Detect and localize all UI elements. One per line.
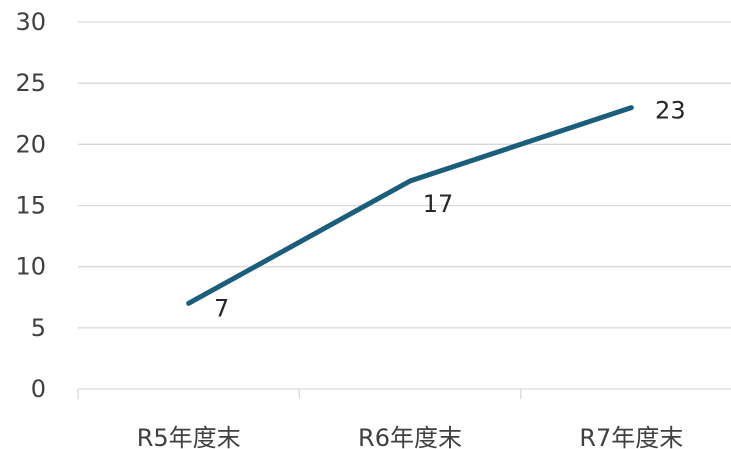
series-line [186, 105, 634, 306]
y-tick-label: 20 [15, 130, 46, 158]
y-tick-label: 10 [15, 253, 46, 281]
y-tick-label: 30 [15, 8, 46, 36]
x-axis-tick-labels: R5年度末 R6年度末 R7年度末 [137, 424, 684, 449]
y-tick-label: 5 [31, 314, 46, 342]
x-tick-label: R6年度末 [358, 424, 462, 449]
x-axis [77, 388, 731, 399]
data-label: 23 [655, 97, 686, 125]
data-labels: 7 17 23 [214, 97, 686, 323]
x-tick-label: R5年度末 [137, 424, 241, 449]
x-tick-label: R7年度末 [579, 424, 683, 449]
y-tick-label: 0 [31, 375, 46, 403]
data-label: 7 [214, 294, 229, 322]
gridlines [78, 21, 731, 329]
data-label: 17 [423, 190, 454, 218]
y-tick-label: 25 [15, 69, 46, 97]
series-lines [186, 105, 634, 306]
y-tick-label: 15 [15, 192, 46, 220]
y-axis-tick-labels: 0 5 10 15 20 25 30 [15, 8, 46, 403]
